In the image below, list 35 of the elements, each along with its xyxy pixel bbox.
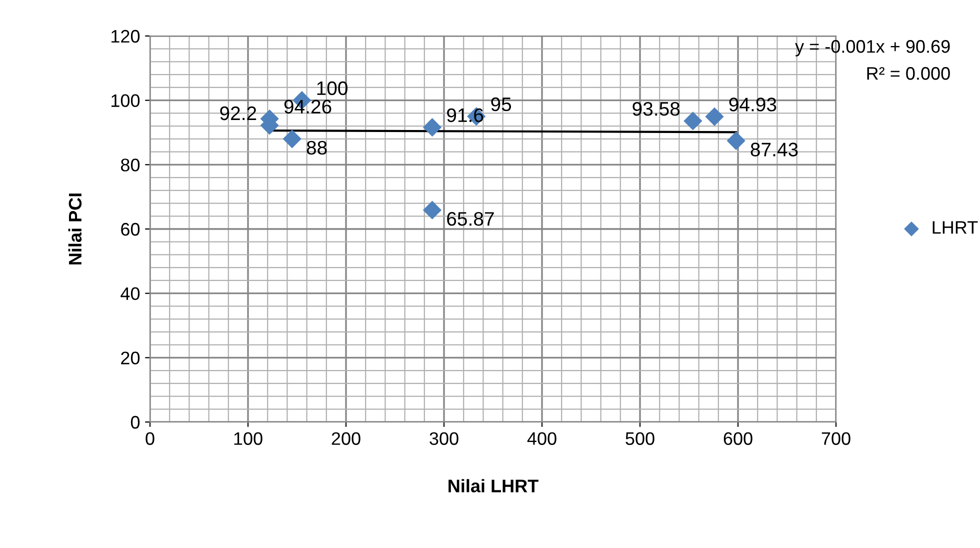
point bbox=[705, 107, 724, 126]
data-label: 93.58 bbox=[632, 102, 680, 116]
point bbox=[726, 131, 746, 150]
point bbox=[684, 112, 702, 130]
y-tick-label: 60 bbox=[121, 222, 140, 236]
point bbox=[422, 118, 442, 137]
x-tick-label: 500 bbox=[626, 432, 654, 445]
data-label: 94.26 bbox=[284, 100, 332, 114]
x-tick-label: 200 bbox=[332, 432, 360, 445]
annotation: y = -0.001x + 90.69 bbox=[795, 40, 950, 56]
point bbox=[282, 130, 302, 148]
y-tick-label: 0 bbox=[130, 416, 140, 429]
y-tick-label: 120 bbox=[112, 30, 140, 43]
data-label: 87.43 bbox=[750, 142, 798, 156]
y-tick-label: 40 bbox=[120, 287, 140, 300]
y-tick-label: 80 bbox=[120, 158, 140, 172]
x-tick-label: 400 bbox=[527, 432, 556, 445]
x-axis-title: Nilai LHRT bbox=[448, 479, 538, 492]
x-tick-label: 300 bbox=[430, 432, 458, 445]
y-axis-title: Nilai PCI bbox=[68, 194, 82, 264]
data-label: 94.93 bbox=[729, 98, 776, 112]
data-label: 100 bbox=[317, 81, 348, 96]
point bbox=[422, 200, 442, 220]
text: R² = 0.000 bbox=[867, 67, 950, 80]
x-tick-label: 600 bbox=[724, 432, 752, 445]
legend-label: LHRT bbox=[932, 221, 978, 234]
data-label: 95 bbox=[491, 97, 512, 112]
data-label: 65.87 bbox=[447, 212, 494, 226]
x-tick-label: 100 bbox=[234, 432, 262, 445]
y-tick-label: 20 bbox=[121, 352, 140, 364]
x-tick-label: 0 bbox=[146, 432, 154, 445]
y-tick-label: 100 bbox=[112, 94, 140, 108]
data-label: 92.2 bbox=[220, 106, 256, 120]
data-label: 88 bbox=[306, 140, 327, 155]
x-tick-label: 700 bbox=[822, 432, 850, 445]
